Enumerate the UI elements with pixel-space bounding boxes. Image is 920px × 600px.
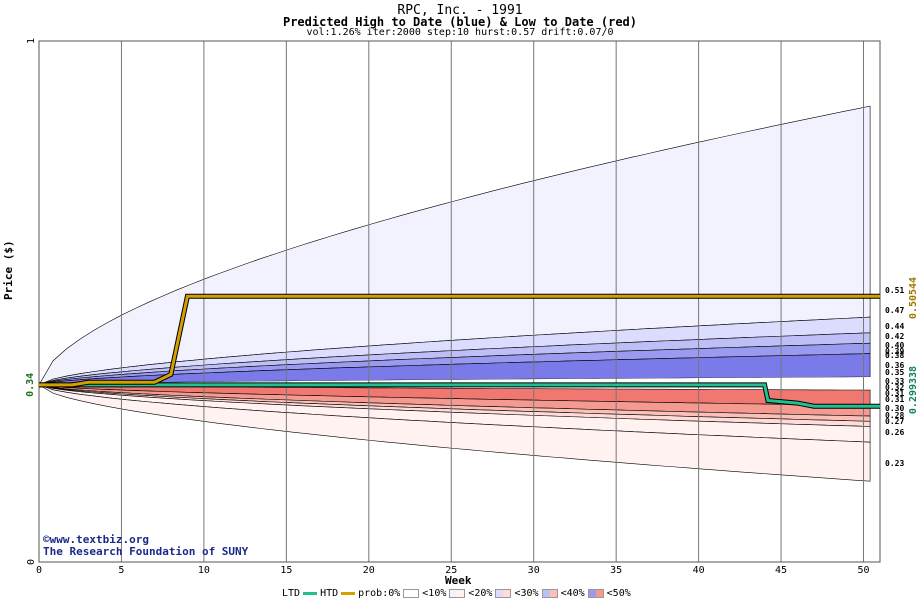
x-tick-label: 45 — [775, 565, 787, 576]
right-low-label: 0.27 — [885, 417, 904, 426]
legend-swatch-40 — [587, 589, 604, 598]
x-tick-label: 15 — [280, 565, 292, 576]
legend-b20-label: <20% — [468, 588, 493, 599]
credit-org: The Research Foundation of SUNY — [43, 545, 249, 558]
right-low-label: 0.26 — [885, 428, 904, 437]
legend-swatch-10 — [449, 589, 466, 598]
right-high-label: 0.38 — [885, 351, 904, 360]
right-high-value: 0.50544 — [908, 277, 919, 319]
y-tick-label: 0 — [26, 559, 37, 565]
chart-params: vol:1.26% iter:2000 step:10 hurst:0.57 d… — [306, 27, 614, 38]
x-tick-label: 30 — [528, 565, 540, 576]
legend-b10-label: <10% — [422, 588, 447, 599]
x-tick-label: 20 — [363, 565, 375, 576]
right-high-label: 0.51 — [885, 286, 904, 295]
legend-swatch-20 — [495, 589, 512, 598]
x-tick-label: 35 — [610, 565, 622, 576]
right-low-label: 0.31 — [885, 389, 904, 398]
right-high-label: 0.39 — [885, 347, 904, 356]
right-low-label: 0.32 — [885, 383, 904, 392]
legend-ltd-swatch — [303, 592, 318, 595]
plot-frame — [38, 40, 881, 563]
legend: LTD HTD prob:0% <10% <20% <30% <40% <50% — [282, 588, 631, 599]
x-tick-label: 0 — [36, 565, 42, 576]
right-high-label: 0.40 — [885, 341, 904, 350]
right-low-label: 0.31 — [885, 395, 904, 404]
start-price-label: 0.34 — [25, 373, 36, 397]
legend-b50-label: <50% — [606, 588, 631, 599]
right-high-label: 0.36 — [885, 361, 904, 370]
legend-ltd-label: LTD — [282, 588, 301, 599]
legend-prob-label: prob:0% — [358, 588, 401, 599]
legend-htd-swatch — [341, 592, 356, 595]
legend-b30-label: <30% — [514, 588, 539, 599]
legend-htd-label: HTD — [320, 588, 339, 599]
chart-title: RPC, Inc. - 1991 — [397, 3, 523, 18]
y-tick-label: 1 — [26, 38, 37, 44]
right-high-label: 0.35 — [885, 368, 904, 377]
x-axis-label: Week — [445, 574, 472, 587]
y-axis-label: Price ($) — [2, 240, 15, 300]
right-high-label: 0.42 — [885, 332, 904, 341]
htd-series-line — [39, 294, 880, 387]
legend-b40-label: <40% — [560, 588, 585, 599]
chart-subtitle: Predicted High to Date (blue) & Low to D… — [282, 15, 637, 29]
right-low-value: 0.299338 — [908, 366, 919, 414]
right-low-label: 0.28 — [885, 411, 904, 420]
x-tick-label: 40 — [693, 565, 705, 576]
legend-swatch-0 — [403, 589, 420, 598]
right-high-label: 0.44 — [885, 322, 904, 331]
right-low-label: 0.23 — [885, 459, 904, 468]
x-tick-label: 25 — [445, 565, 457, 576]
right-low-label: 0.30 — [885, 404, 904, 413]
credit-url[interactable]: ©www.textbiz.org — [43, 533, 149, 546]
right-low-label: 0.33 — [885, 377, 904, 386]
x-tick-label: 10 — [198, 565, 210, 576]
legend-swatch-30 — [541, 589, 558, 598]
credit-block: ©www.textbiz.org The Research Foundation… — [43, 534, 248, 558]
right-high-label: 0.47 — [885, 306, 904, 315]
low-band-outer — [38, 384, 871, 482]
ltd-series-line — [39, 383, 880, 408]
x-tick-label: 50 — [857, 565, 869, 576]
x-tick-label: 5 — [118, 565, 124, 576]
